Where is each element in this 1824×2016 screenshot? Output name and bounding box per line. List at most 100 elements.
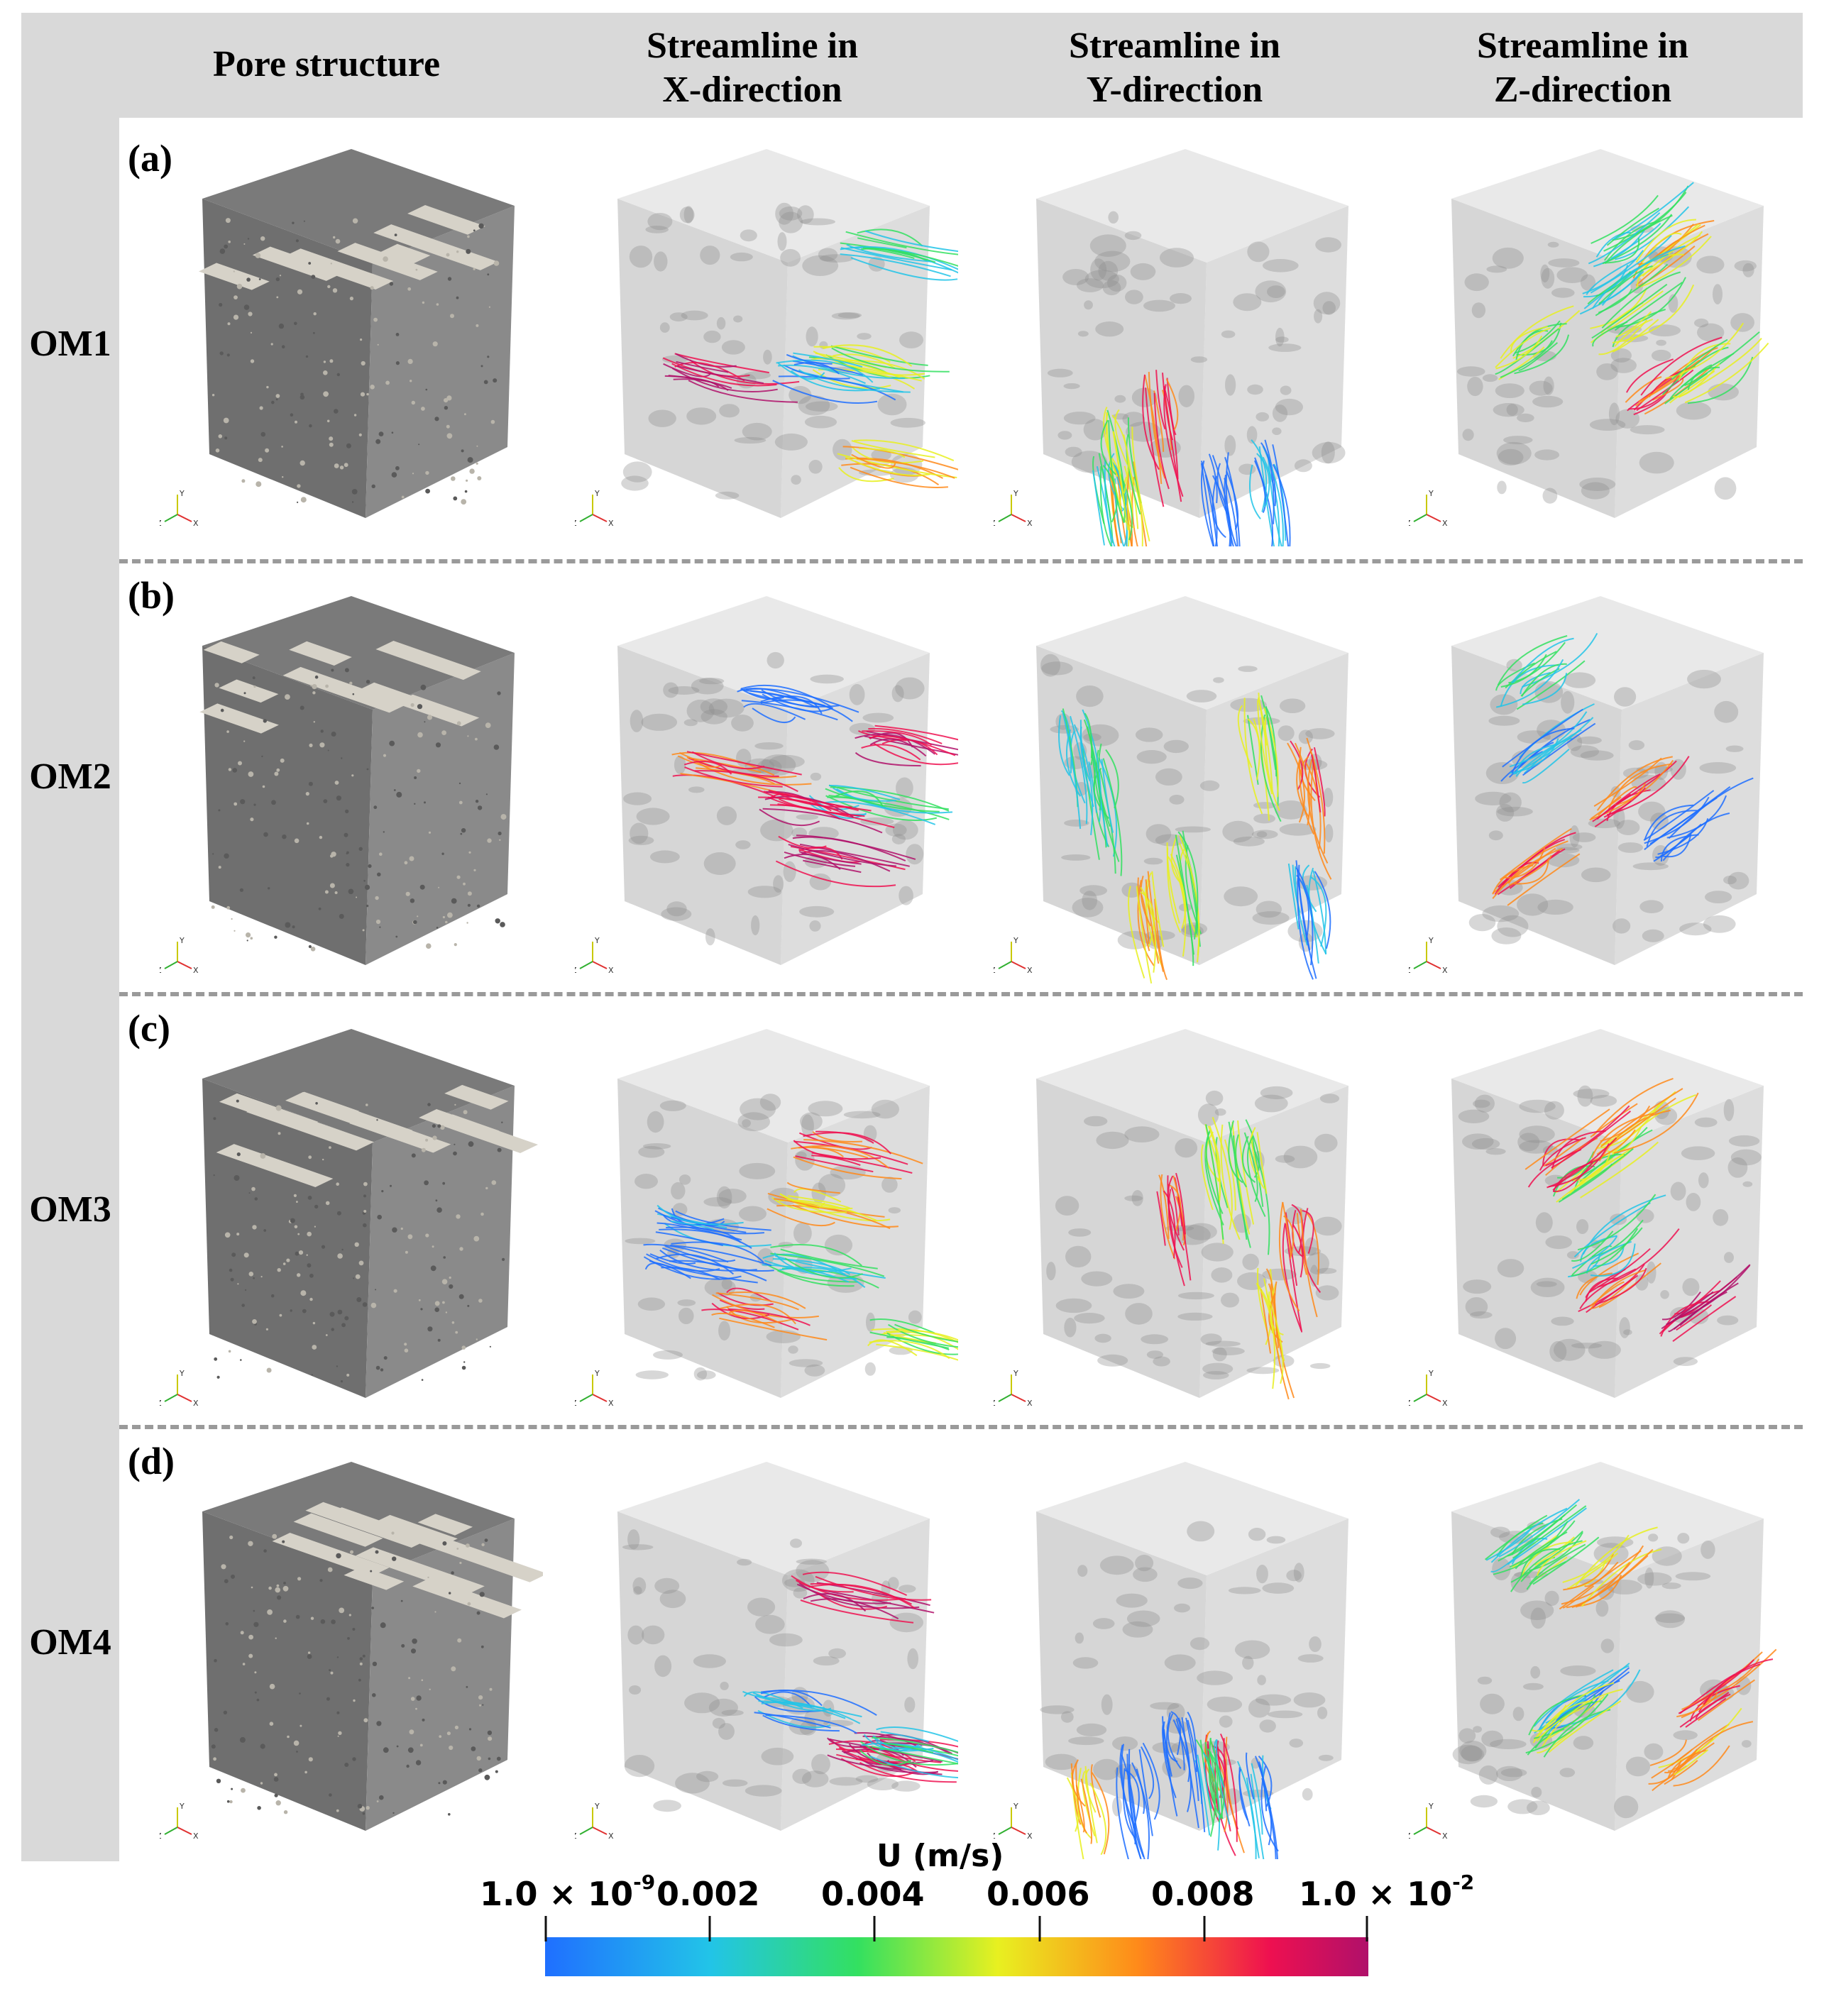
- column-header-bar: [119, 13, 1803, 118]
- axes-triad: Y X Z: [1409, 1369, 1448, 1408]
- axes-triad: Y X Z: [575, 489, 614, 528]
- tick-base: 10: [588, 1875, 634, 1913]
- svg-text:X: X: [1442, 1832, 1448, 1841]
- svg-text:Z: Z: [1409, 966, 1411, 975]
- panel-label-d: (d): [128, 1440, 175, 1482]
- svg-text:X: X: [1442, 519, 1448, 528]
- svg-text:Z: Z: [994, 1832, 996, 1841]
- svg-text:Z: Z: [994, 966, 996, 975]
- colorbar-tick-label: 1.0 × 10-2: [1299, 1871, 1474, 1913]
- svg-text:X: X: [1027, 519, 1033, 528]
- tick-times: ×: [549, 1875, 577, 1913]
- streamline-render-x: Y X Z: [575, 568, 958, 993]
- svg-text:X: X: [1027, 1399, 1033, 1408]
- tick-base: 10: [1407, 1875, 1453, 1913]
- axes-triad: Y X Z: [994, 489, 1033, 528]
- colorbar-tick-label: 0.004: [821, 1875, 925, 1913]
- axes-triad: Y X Z: [160, 1369, 199, 1408]
- svg-text:Z: Z: [1409, 1399, 1411, 1408]
- svg-text:Y: Y: [1013, 489, 1018, 498]
- column-header-line1: Streamline in: [1068, 26, 1281, 66]
- row-header-bar: [21, 13, 119, 1861]
- colorbar-gradient: [545, 1937, 1368, 1976]
- streamline-render-z: Y X Z: [1409, 568, 1792, 993]
- svg-text:X: X: [193, 1832, 199, 1841]
- svg-text:Z: Z: [575, 966, 577, 975]
- tick-mantissa: 1.0: [480, 1875, 538, 1913]
- axes-triad: Y X Z: [575, 1802, 614, 1841]
- axes-triad: Y X Z: [994, 936, 1033, 975]
- column-header-streamline-x: Streamline in X-direction: [554, 24, 951, 112]
- colorbar-tick-label: 0.002: [656, 1875, 760, 1913]
- streamline-render-z: Y X Z: [1409, 121, 1792, 546]
- streamline-render-x: Y X Z: [575, 121, 958, 546]
- streamline-render-y: Y X Z: [994, 1001, 1377, 1426]
- svg-text:Z: Z: [160, 966, 162, 975]
- svg-text:Y: Y: [179, 1802, 185, 1811]
- streamline-render-y: Y X Z: [994, 1433, 1377, 1859]
- column-header-streamline-z: Streamline in Z-direction: [1384, 24, 1781, 112]
- axes-triad: Y X Z: [160, 1802, 199, 1841]
- svg-text:Y: Y: [594, 1802, 600, 1811]
- svg-text:Z: Z: [575, 1399, 577, 1408]
- panel-label-a: (a): [128, 137, 172, 180]
- row-separator: [119, 1425, 1803, 1429]
- svg-text:Y: Y: [1013, 1369, 1018, 1378]
- svg-text:X: X: [1442, 1399, 1448, 1408]
- svg-text:X: X: [1027, 1832, 1033, 1841]
- svg-text:Y: Y: [594, 936, 600, 945]
- svg-text:Y: Y: [594, 1369, 600, 1378]
- streamline-render-y: Y X Z: [994, 568, 1377, 993]
- svg-text:X: X: [193, 966, 199, 975]
- svg-text:X: X: [608, 1399, 614, 1408]
- axes-triad: Y X Z: [1409, 936, 1448, 975]
- panel-label-c: (c): [128, 1007, 170, 1050]
- svg-text:Z: Z: [994, 1399, 996, 1408]
- svg-text:Z: Z: [160, 1832, 162, 1841]
- svg-text:Z: Z: [160, 519, 162, 528]
- pore-structure-render: Y X Z: [160, 1433, 543, 1859]
- svg-text:Z: Z: [1409, 519, 1411, 528]
- column-header-pore-structure: Pore structure: [128, 43, 525, 87]
- tick-times: ×: [1368, 1875, 1396, 1913]
- streamline-render-z: Y X Z: [1409, 1001, 1792, 1426]
- svg-text:Y: Y: [1428, 1369, 1434, 1378]
- svg-text:Z: Z: [160, 1399, 162, 1408]
- svg-text:Z: Z: [1409, 1832, 1411, 1841]
- column-header-line1: Streamline in: [646, 26, 859, 66]
- row-label-om3: OM3: [29, 1189, 111, 1230]
- axes-triad: Y X Z: [994, 1802, 1033, 1841]
- streamline-render-x: Y X Z: [575, 1001, 958, 1426]
- column-header-streamline-y: Streamline in Y-direction: [976, 24, 1373, 112]
- svg-text:Y: Y: [1428, 1802, 1434, 1811]
- column-header-line2: Y-direction: [1086, 70, 1263, 110]
- column-header-line2: X-direction: [662, 70, 842, 110]
- svg-text:Y: Y: [594, 489, 600, 498]
- svg-text:Y: Y: [1428, 489, 1434, 498]
- svg-text:Y: Y: [1428, 936, 1434, 945]
- svg-text:Y: Y: [1013, 1802, 1018, 1811]
- svg-text:Y: Y: [1013, 936, 1018, 945]
- pore-structure-render: Y X Z: [160, 568, 543, 993]
- axes-triad: Y X Z: [575, 1369, 614, 1408]
- column-header-line1: Streamline in: [1476, 26, 1689, 66]
- svg-text:Y: Y: [179, 936, 185, 945]
- colorbar-title: U (m/s): [877, 1838, 1004, 1874]
- axes-triad: Y X Z: [160, 936, 199, 975]
- svg-text:X: X: [608, 966, 614, 975]
- svg-text:Z: Z: [994, 519, 996, 528]
- row-separator: [119, 559, 1803, 563]
- streamline-render-y: Y X Z: [994, 121, 1377, 546]
- svg-text:Z: Z: [575, 519, 577, 528]
- svg-text:Y: Y: [179, 1369, 185, 1378]
- svg-text:Z: Z: [575, 1832, 577, 1841]
- row-label-om2: OM2: [29, 756, 111, 797]
- column-header-line2: Z-direction: [1493, 70, 1672, 110]
- tick-exponent: -9: [633, 1871, 656, 1894]
- row-label-om4: OM4: [29, 1622, 111, 1663]
- pore-structure-render: Y X Z: [160, 1001, 543, 1426]
- colorbar-tick-label: 0.006: [987, 1875, 1090, 1913]
- axes-triad: Y X Z: [994, 1369, 1033, 1408]
- axes-triad: Y X Z: [160, 489, 199, 528]
- row-label-om1: OM1: [29, 324, 111, 364]
